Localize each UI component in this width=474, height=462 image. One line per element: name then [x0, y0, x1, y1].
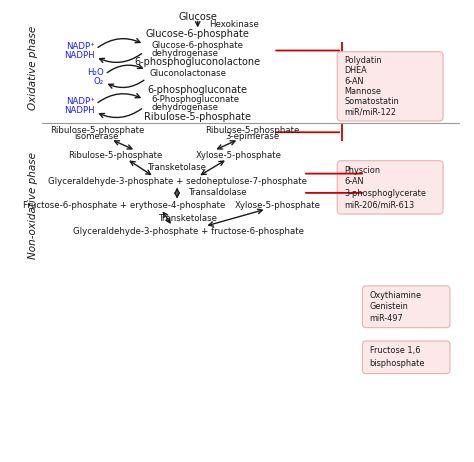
Text: NADPH: NADPH: [64, 106, 95, 115]
Text: Polydatin: Polydatin: [345, 56, 382, 65]
FancyBboxPatch shape: [337, 161, 443, 214]
Text: 6-AN: 6-AN: [345, 177, 364, 186]
Text: 6-phosphogluconate: 6-phosphogluconate: [148, 85, 248, 95]
Text: Transketolase: Transketolase: [159, 214, 218, 223]
Text: Glucose-6-phosphate: Glucose-6-phosphate: [146, 29, 250, 38]
Text: Ribulose-5-phosphate: Ribulose-5-phosphate: [50, 127, 144, 135]
Text: 3-epimerase: 3-epimerase: [226, 132, 280, 141]
Text: Transketolase: Transketolase: [147, 163, 207, 172]
Text: Fructose-6-phosphate + erythose-4-phosphate: Fructose-6-phosphate + erythose-4-phosph…: [23, 201, 226, 210]
Text: Genistein: Genistein: [370, 302, 409, 311]
Text: Oxythiamine: Oxythiamine: [370, 291, 422, 300]
Text: DHEA: DHEA: [345, 67, 367, 75]
Text: miR/miR-122: miR/miR-122: [345, 108, 397, 117]
Text: NADP⁺: NADP⁺: [66, 97, 95, 106]
Text: Oxidative phase: Oxidative phase: [28, 26, 38, 110]
Text: Non-oxidative phase: Non-oxidative phase: [28, 152, 38, 259]
Text: Xylose-5-phosphate: Xylose-5-phosphate: [196, 151, 282, 160]
Text: Xylose-5-phosphate: Xylose-5-phosphate: [235, 201, 321, 210]
Text: Transaldolase: Transaldolase: [189, 188, 247, 197]
FancyBboxPatch shape: [337, 52, 443, 121]
Text: dehydrogenase: dehydrogenase: [152, 49, 219, 58]
Text: 6-Phosphogluconate: 6-Phosphogluconate: [152, 95, 240, 104]
Text: 3-phosphoglycerate: 3-phosphoglycerate: [345, 188, 427, 198]
Text: 6-AN: 6-AN: [345, 77, 364, 85]
Text: H₂O: H₂O: [87, 68, 104, 77]
Text: Glyceraldehyde-3-phosphate + fructose-6-phosphate: Glyceraldehyde-3-phosphate + fructose-6-…: [73, 227, 304, 237]
Text: Ribulose-5-phosphate: Ribulose-5-phosphate: [206, 127, 300, 135]
Text: bisphosphate: bisphosphate: [370, 359, 425, 368]
Text: NADPH: NADPH: [64, 51, 95, 60]
Text: Glucose-6-phosphate: Glucose-6-phosphate: [152, 41, 244, 49]
Text: Ribulose-5-phosphate: Ribulose-5-phosphate: [68, 151, 163, 160]
Text: Hexokinase: Hexokinase: [209, 20, 259, 29]
Text: miR-206/miR-613: miR-206/miR-613: [345, 200, 415, 209]
Text: Mannose: Mannose: [345, 87, 382, 96]
Text: dehydrogenase: dehydrogenase: [152, 103, 219, 112]
Text: Fructose 1,6: Fructose 1,6: [370, 346, 420, 355]
Text: Physcion: Physcion: [345, 166, 381, 175]
Text: NADP⁺: NADP⁺: [66, 42, 95, 51]
Text: Glucose: Glucose: [178, 12, 217, 22]
FancyBboxPatch shape: [363, 341, 450, 374]
FancyBboxPatch shape: [363, 286, 450, 328]
Text: 6-phosphogluconolactone: 6-phosphogluconolactone: [135, 57, 261, 67]
Text: O₂: O₂: [93, 77, 104, 86]
Text: Somatostatin: Somatostatin: [345, 97, 399, 106]
Text: Gluconolactonase: Gluconolactonase: [150, 69, 227, 79]
Text: Ribulose-5-phosphate: Ribulose-5-phosphate: [144, 112, 251, 122]
Text: Glyceraldehyde-3-phosphate + sedoheptulose-7-phosphate: Glyceraldehyde-3-phosphate + sedoheptulo…: [47, 177, 307, 186]
Text: miR-497: miR-497: [370, 314, 403, 323]
Text: isomerase: isomerase: [74, 132, 119, 141]
